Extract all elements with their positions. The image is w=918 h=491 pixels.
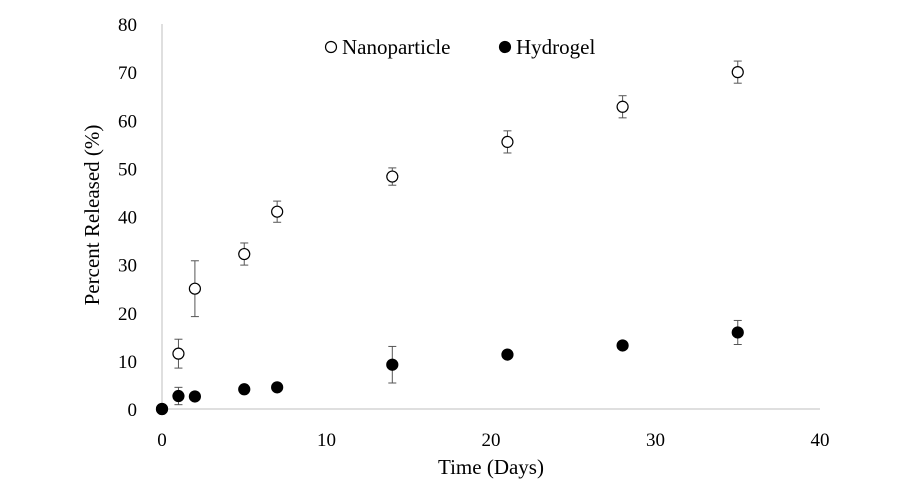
x-tick-label: 10 xyxy=(317,430,336,451)
y-tick-label: 0 xyxy=(128,400,138,421)
x-tick-label: 20 xyxy=(482,430,501,451)
y-tick-label: 40 xyxy=(118,208,137,229)
y-tick-label: 80 xyxy=(118,15,137,36)
point-hydrogel xyxy=(188,390,201,403)
point-nanoparticle xyxy=(501,135,514,149)
legend-marker-nanoparticle xyxy=(324,40,338,54)
point-nanoparticle xyxy=(731,66,744,79)
point-hydrogel xyxy=(238,383,251,396)
y-tick-label: 20 xyxy=(118,304,137,325)
point-nanoparticle xyxy=(271,205,284,218)
point-nanoparticle xyxy=(616,100,629,113)
point-hydrogel xyxy=(172,389,185,403)
tick-labels: 0 10 20 30 40 50 60 70 80 0 10 20 30 40 xyxy=(118,15,830,451)
y-tick-label: 30 xyxy=(118,256,137,277)
point-hydrogel xyxy=(616,339,629,352)
x-tick-label: 0 xyxy=(157,430,167,451)
y-tick-label: 70 xyxy=(118,63,137,84)
x-tick-label: 40 xyxy=(811,430,830,451)
point-hydrogel xyxy=(271,381,284,394)
point-nanoparticle xyxy=(172,347,185,360)
error-bars xyxy=(174,60,742,406)
legend-label-hydrogel: Hydrogel xyxy=(516,35,595,59)
x-tick-label: 30 xyxy=(646,430,665,451)
y-axis-label: Percent Released (%) xyxy=(80,125,104,306)
point-nanoparticle xyxy=(238,247,251,261)
data-points xyxy=(155,66,744,416)
axes xyxy=(161,24,820,410)
point-hydrogel xyxy=(386,358,399,371)
y-tick-label: 50 xyxy=(118,159,137,180)
x-axis-label: Time (Days) xyxy=(438,455,544,479)
point-nanoparticle xyxy=(188,282,201,295)
point-nanoparticle xyxy=(386,170,399,183)
legend-label-nanoparticle: Nanoparticle xyxy=(342,35,450,59)
point-hydrogel xyxy=(155,402,169,416)
legend-marker-hydrogel xyxy=(498,40,512,54)
point-hydrogel xyxy=(731,326,744,339)
y-tick-label: 10 xyxy=(118,352,137,373)
legend: Nanoparticle Hydrogel xyxy=(324,35,595,59)
y-tick-label: 60 xyxy=(118,111,137,132)
point-hydrogel xyxy=(501,348,514,361)
